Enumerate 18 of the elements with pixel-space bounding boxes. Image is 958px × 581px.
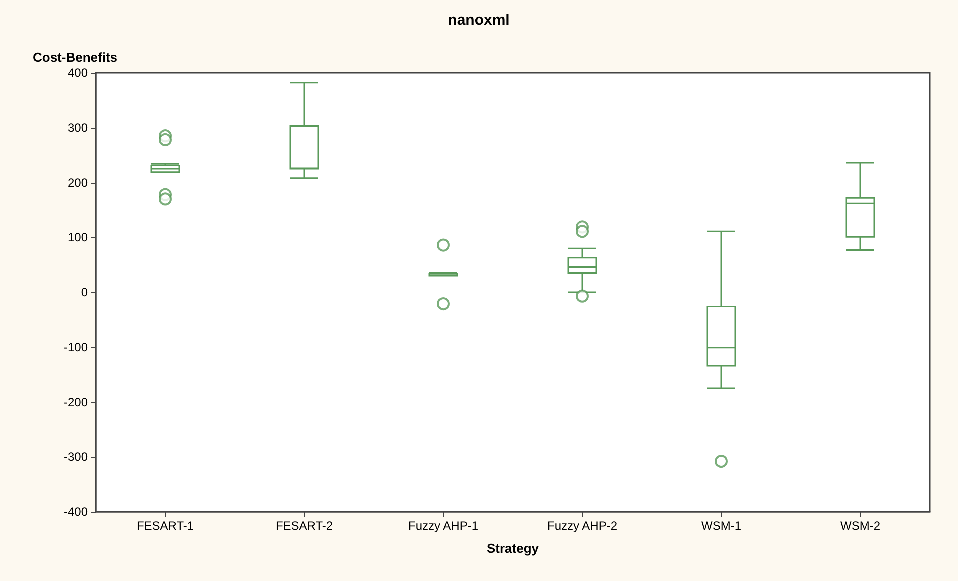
x-tick-label: FESART-1 <box>136 519 194 533</box>
x-tick-label: WSM-2 <box>840 519 881 533</box>
y-tick-label: -100 <box>64 340 88 354</box>
y-tick-label: -400 <box>64 505 88 519</box>
y-axis-title: Cost-Benefits <box>33 50 118 65</box>
x-axis-title: Strategy <box>486 541 540 556</box>
x-tick-label: Fuzzy AHP-1 <box>408 519 479 533</box>
y-tick-label: -300 <box>64 450 88 464</box>
x-tick-label: Fuzzy AHP-2 <box>547 519 618 533</box>
y-tick-label: 300 <box>68 120 88 135</box>
y-tick-label: 0 <box>81 286 88 300</box>
y-tick-label: 200 <box>68 176 88 190</box>
y-tick-label: 100 <box>68 230 88 245</box>
x-tick-label: FESART-2 <box>276 519 334 533</box>
chart-title: nanoxml <box>448 12 510 29</box>
y-tick-label: 400 <box>68 66 88 80</box>
x-tick-label: WSM-1 <box>702 519 742 533</box>
y-tick-label: -200 <box>64 395 88 410</box>
